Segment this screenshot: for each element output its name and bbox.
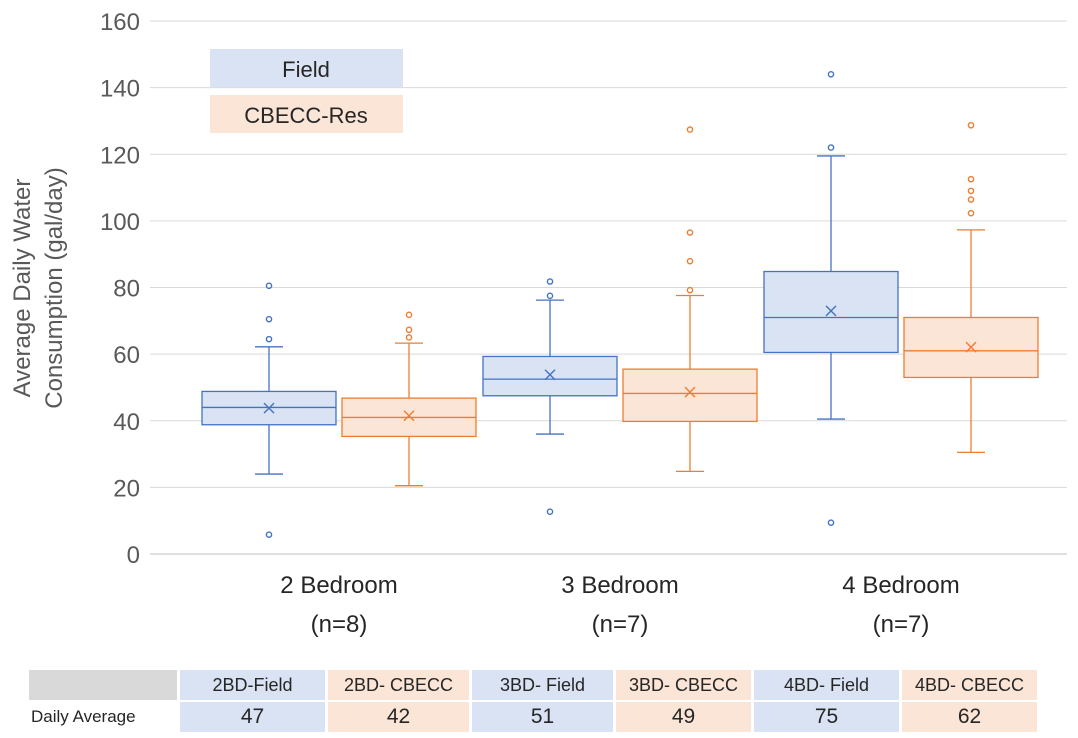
outlier-point <box>967 196 975 203</box>
outlier-point <box>265 531 273 538</box>
mean-marker <box>544 369 556 381</box>
outlier-point <box>967 209 975 217</box>
y-tick-label: 0 <box>127 542 140 569</box>
outlier-point <box>546 292 554 300</box>
table-row-label: Daily Average <box>29 702 177 732</box>
y-tick-label: 40 <box>113 409 140 436</box>
table-cell-4bd-cbecc: 62 <box>902 702 1037 732</box>
daily-average-table: 2BD-Field 2BD- CBECC 3BD- Field 3BD- CBE… <box>26 668 1040 734</box>
table-cell-3bd-cbecc: 49 <box>616 702 751 732</box>
y-tick-label: 60 <box>113 342 140 369</box>
mean-marker <box>263 402 275 414</box>
y-tick-label: 80 <box>113 276 140 303</box>
y-tick-label: 160 <box>100 9 140 36</box>
table-cell-2bd-cbecc: 42 <box>328 702 469 732</box>
legend-swatch-field <box>210 49 403 87</box>
outlier-point <box>686 286 694 294</box>
box-iqr <box>763 270 899 354</box>
table-row: Daily Average 47 42 51 49 75 62 <box>29 702 1037 732</box>
box-field-0 <box>201 282 337 538</box>
category-label-2bd-line1: 2 Bedroom <box>280 572 397 599</box>
outlier-point <box>967 121 975 129</box>
category-label-3bd-line2: (n=7) <box>592 611 649 638</box>
outlier-point <box>265 335 273 343</box>
category-label-4bd-line2: (n=7) <box>873 611 930 638</box>
y-tick-label: 120 <box>100 142 140 169</box>
outlier-point <box>546 278 554 285</box>
outlier-point <box>967 175 975 183</box>
legend: Field CBECC-Res <box>210 49 403 133</box>
category-labels: 2 Bedroom (n=8) 3 Bedroom (n=7) 4 Bedroo… <box>280 572 959 638</box>
outlier-point <box>686 229 694 236</box>
y-axis-label-line1: Average Daily Water <box>9 179 36 398</box>
mean-marker <box>403 410 415 422</box>
box-iqr <box>622 368 758 423</box>
table-header-2bd-field: 2BD-Field <box>180 670 325 700</box>
box-cbecc-1 <box>622 126 758 473</box>
outlier-point <box>405 311 413 319</box>
outlier-point <box>546 508 554 515</box>
outlier-point <box>827 71 835 78</box>
box-cbecc-2 <box>903 121 1039 454</box>
mean-marker <box>684 386 696 398</box>
y-axis-label-line2: Consumption (gal/day) <box>41 167 68 408</box>
outlier-point <box>405 334 413 341</box>
table-header-3bd-cbecc: 3BD- CBECC <box>616 670 751 700</box>
y-tick-label: 20 <box>113 475 140 502</box>
outlier-point <box>967 187 975 195</box>
outlier-point <box>265 315 273 323</box>
table-header-4bd-cbecc: 4BD- CBECC <box>902 670 1037 700</box>
legend-label-field: Field <box>282 57 330 82</box>
table-header-3bd-field: 3BD- Field <box>472 670 613 700</box>
box-series <box>201 71 1039 538</box>
category-label-2bd-line2: (n=8) <box>311 611 368 638</box>
category-label-3bd-line1: 3 Bedroom <box>561 572 678 599</box>
box-iqr <box>482 355 618 397</box>
y-tick-label: 100 <box>100 209 140 236</box>
outlier-point <box>827 144 835 151</box>
box-cbecc-0 <box>341 311 477 487</box>
legend-label-cbecc-res: CBECC-Res <box>244 103 367 128</box>
outlier-point <box>827 519 835 526</box>
mean-marker <box>825 305 837 317</box>
box-field-1 <box>482 278 618 515</box>
table-corner-cell <box>29 670 177 700</box>
outlier-point <box>686 257 694 265</box>
y-axis-ticks: 0 20 40 60 80 100 120 140 160 <box>100 9 140 569</box>
outlier-point <box>405 326 413 334</box>
y-tick-label: 140 <box>100 76 140 103</box>
box-plot-chart: 0 20 40 60 80 100 120 140 160 Average Daily Wate… <box>9 9 1067 638</box>
outlier-point <box>686 126 694 133</box>
table-cell-2bd-field: 47 <box>180 702 325 732</box>
legend-swatch-cbecc-res <box>210 95 403 133</box>
table-header-4bd-field: 4BD- Field <box>754 670 899 700</box>
table-cell-3bd-field: 51 <box>472 702 613 732</box>
table-header-2bd-cbecc: 2BD- CBECC <box>328 670 469 700</box>
outlier-point <box>265 282 273 290</box>
table-header-row: 2BD-Field 2BD- CBECC 3BD- Field 3BD- CBE… <box>29 670 1037 700</box>
category-label-4bd-line1: 4 Bedroom <box>842 572 959 599</box>
mean-marker <box>965 341 977 353</box>
box-field-2 <box>763 71 899 526</box>
table-cell-4bd-field: 75 <box>754 702 899 732</box>
